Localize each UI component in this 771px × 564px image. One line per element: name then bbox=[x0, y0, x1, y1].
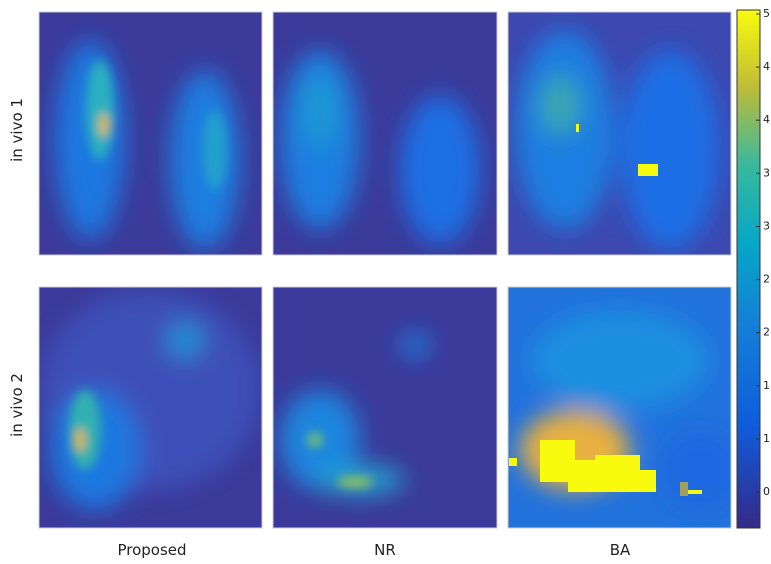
panel bbox=[39, 287, 262, 528]
colorbar-tick-label: 1. bbox=[763, 379, 771, 392]
column-label: BA bbox=[610, 541, 631, 559]
panel bbox=[39, 12, 262, 255]
row-label: in vivo 2 bbox=[8, 373, 26, 437]
colorbar-tick-label: 3 bbox=[763, 219, 770, 232]
colorbar-tick-label: 5 bbox=[763, 7, 770, 20]
panel bbox=[508, 12, 731, 255]
panel bbox=[273, 12, 497, 255]
colorbar-tick-label: 4 bbox=[763, 113, 770, 126]
row-label: in vivo 1 bbox=[8, 98, 26, 162]
panel bbox=[508, 287, 731, 528]
column-label: Proposed bbox=[117, 541, 186, 559]
panel bbox=[273, 287, 497, 528]
colorbar bbox=[736, 9, 761, 529]
column-label: NR bbox=[374, 541, 396, 559]
colorbar-tick-label: 2. bbox=[763, 273, 771, 286]
colorbar-tick-label: 0. bbox=[763, 485, 771, 498]
colorbar-tick-label: 2 bbox=[763, 326, 770, 339]
colorbar-tick-label: 4. bbox=[763, 60, 771, 73]
colorbar-tick-label: 3. bbox=[763, 166, 771, 179]
colorbar-tick-label: 1 bbox=[763, 432, 770, 445]
panel-frames bbox=[38, 11, 732, 529]
